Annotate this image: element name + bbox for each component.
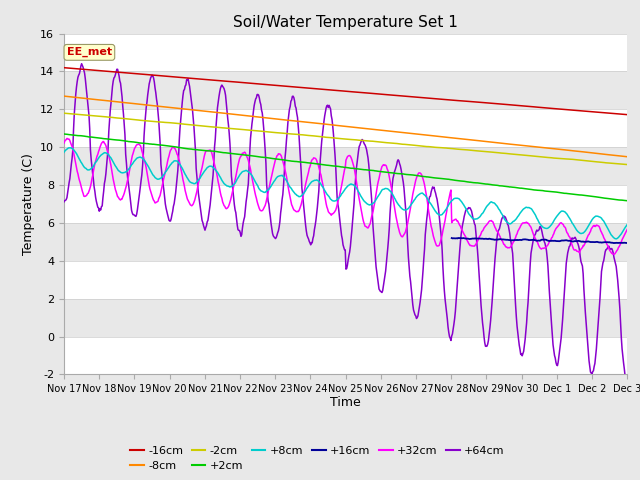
Bar <box>64 336 627 374</box>
Bar <box>64 185 627 223</box>
Y-axis label: Temperature (C): Temperature (C) <box>22 153 35 255</box>
Text: EE_met: EE_met <box>67 47 112 58</box>
Bar <box>64 72 627 109</box>
Title: Soil/Water Temperature Set 1: Soil/Water Temperature Set 1 <box>233 15 458 30</box>
Bar <box>64 34 627 72</box>
Bar <box>64 261 627 299</box>
Bar <box>64 299 627 336</box>
Bar <box>64 147 627 185</box>
Legend: -16cm, -8cm, -2cm, +2cm, +8cm, +16cm, +32cm, +64cm: -16cm, -8cm, -2cm, +2cm, +8cm, +16cm, +3… <box>125 441 509 476</box>
Bar <box>64 223 627 261</box>
X-axis label: Time: Time <box>330 396 361 408</box>
Bar <box>64 109 627 147</box>
